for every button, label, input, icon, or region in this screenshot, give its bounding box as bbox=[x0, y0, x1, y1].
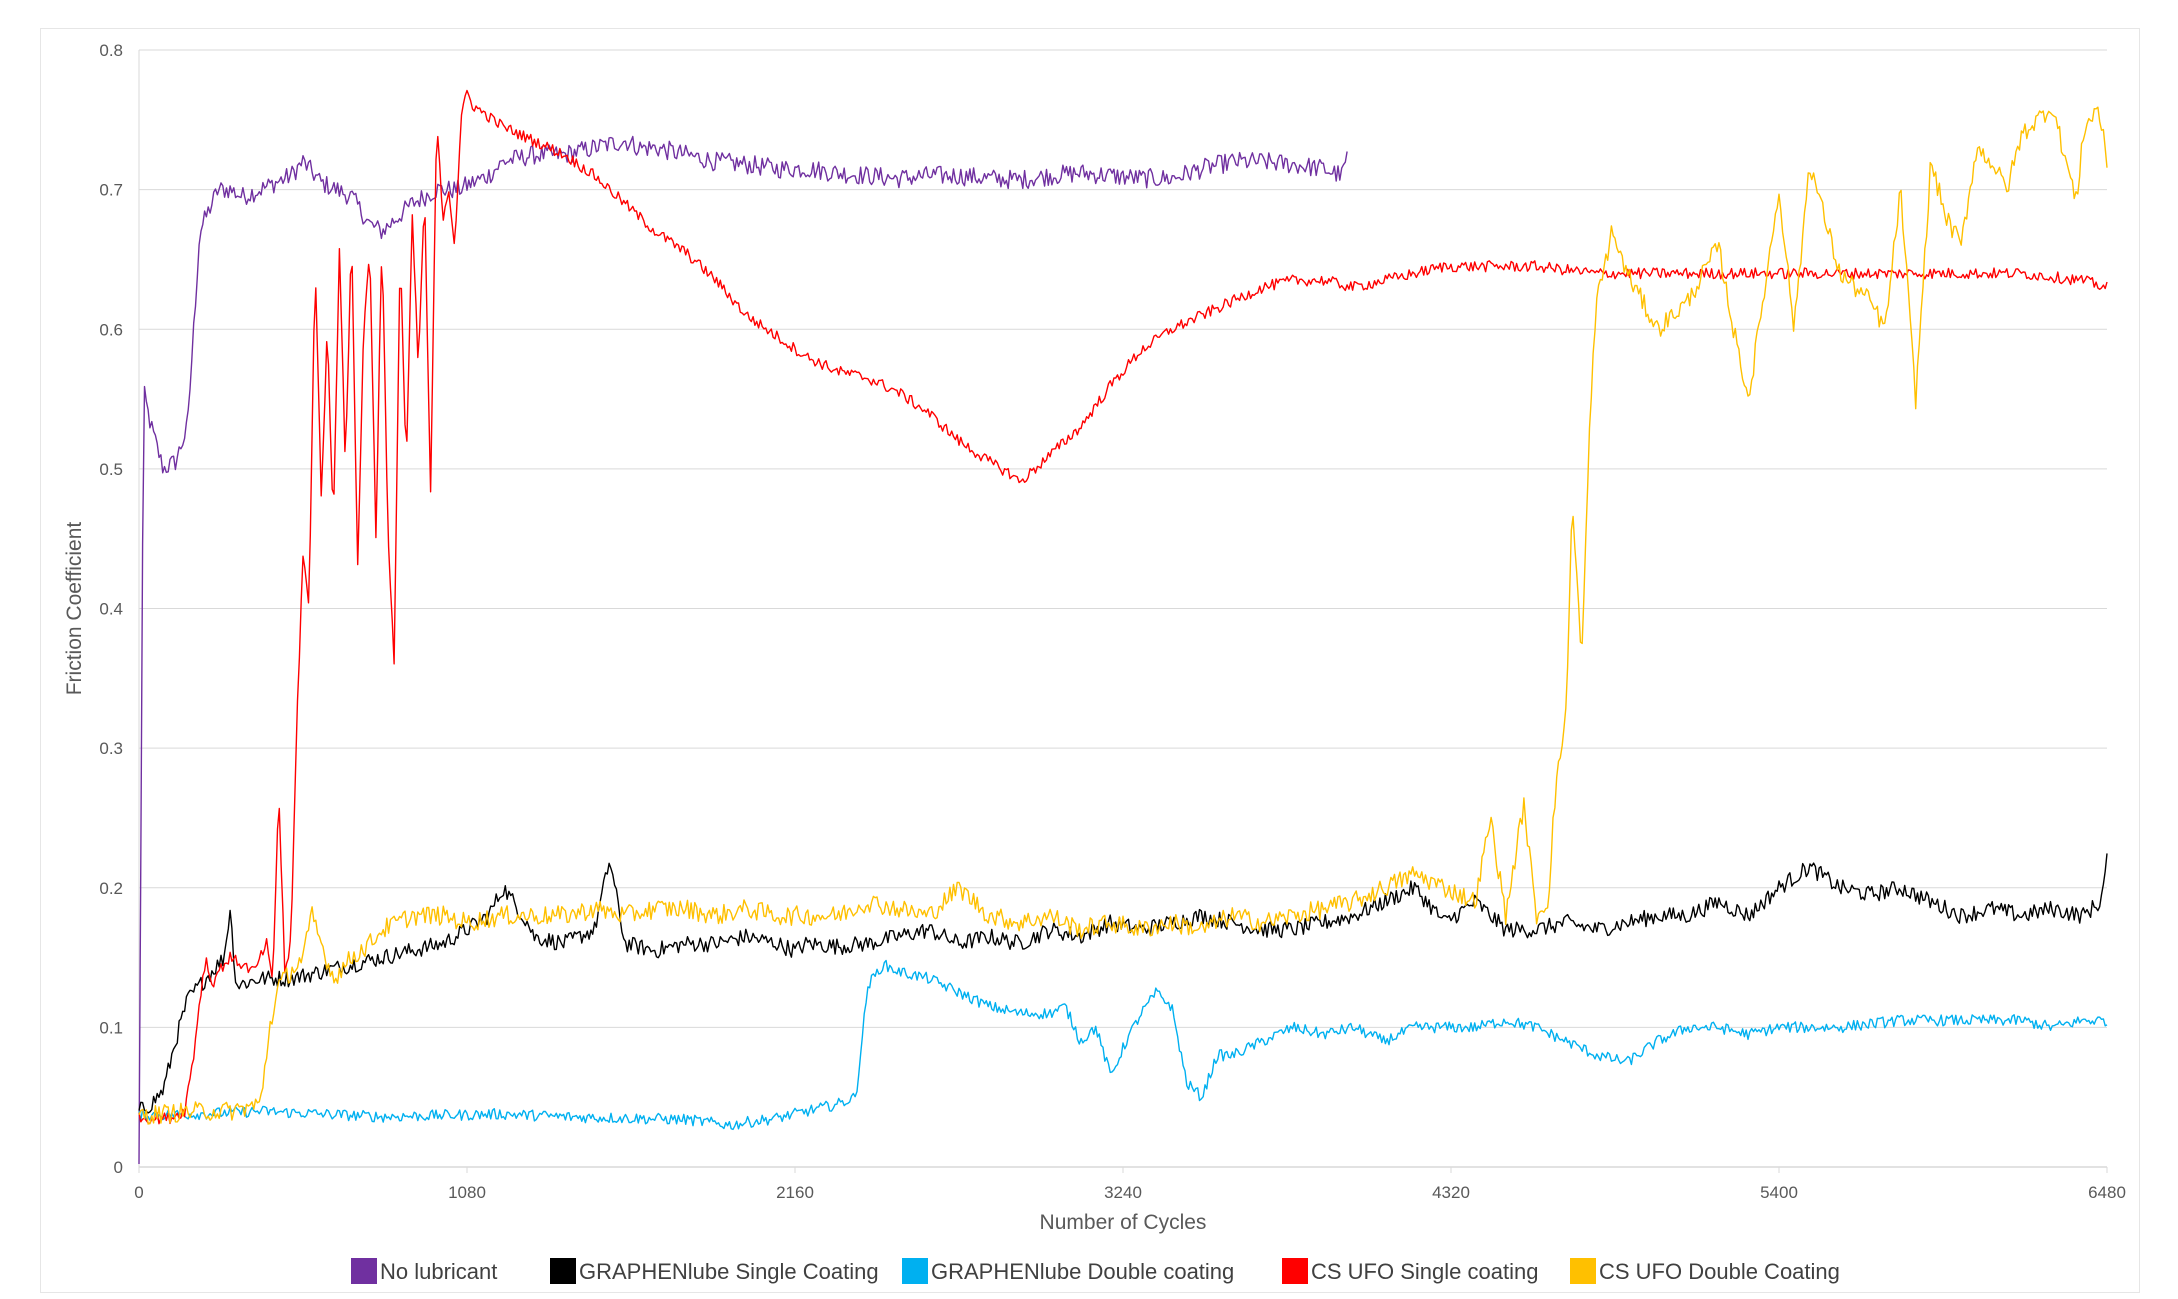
legend-swatch bbox=[902, 1258, 928, 1284]
y-tick-labels: 0 0.1 0.2 0.3 0.4 0.5 0.6 0.7 0.8 bbox=[99, 41, 123, 1177]
legend-label: GRAPHENlube Double coating bbox=[931, 1259, 1234, 1284]
series-line-graphenlube-double-coating bbox=[138, 959, 2108, 1131]
legend-swatch bbox=[1282, 1258, 1308, 1284]
series-line-cs-ufo-double-coating bbox=[138, 106, 2108, 1125]
legend-label: CS UFO Double Coating bbox=[1599, 1259, 1840, 1284]
x-tick-label: 4320 bbox=[1432, 1183, 1470, 1202]
y-axis-title: Friction Coefficient bbox=[63, 522, 86, 696]
legend-label: CS UFO Single coating bbox=[1311, 1259, 1538, 1284]
legend-item: GRAPHENlube Double coating bbox=[902, 1258, 1234, 1284]
x-tick-label: 2160 bbox=[776, 1183, 814, 1202]
y-tick-label: 0.3 bbox=[99, 739, 123, 758]
series-line-cs-ufo-single-coating bbox=[138, 89, 2108, 1125]
x-tick-label: 1080 bbox=[448, 1183, 486, 1202]
x-tick-label: 0 bbox=[134, 1183, 143, 1202]
series-line-no-lubricant bbox=[138, 135, 1348, 1165]
gridlines bbox=[139, 49, 2107, 1028]
x-tick-labels: 0 1080 2160 3240 4320 5400 6480 bbox=[134, 1167, 2126, 1202]
legend-swatch bbox=[550, 1258, 576, 1284]
legend: No lubricant GRAPHENlube Single Coating GR… bbox=[351, 1258, 1840, 1284]
chart-area bbox=[40, 28, 2140, 1293]
series-line-graphenlube-single-coating bbox=[138, 853, 2108, 1114]
legend-label: GRAPHENlube Single Coating bbox=[579, 1259, 879, 1284]
y-tick-label: 0.6 bbox=[99, 320, 123, 339]
legend-label: No lubricant bbox=[380, 1259, 497, 1284]
y-tick-label: 0.8 bbox=[99, 41, 123, 60]
y-tick-label: 0.4 bbox=[99, 600, 123, 619]
legend-item: No lubricant bbox=[351, 1258, 497, 1284]
legend-swatch bbox=[351, 1258, 377, 1284]
x-tick-label: 6480 bbox=[2088, 1183, 2126, 1202]
legend-swatch bbox=[1570, 1258, 1596, 1284]
x-axis-title: Number of Cycles bbox=[1040, 1211, 1207, 1234]
x-tick-label: 3240 bbox=[1104, 1183, 1142, 1202]
legend-item: CS UFO Double Coating bbox=[1570, 1258, 1840, 1284]
y-tick-label: 0.5 bbox=[99, 460, 123, 479]
legend-item: GRAPHENlube Single Coating bbox=[550, 1258, 879, 1284]
y-tick-label: 0.1 bbox=[99, 1018, 123, 1037]
y-tick-label: 0.2 bbox=[99, 879, 123, 898]
legend-item: CS UFO Single coating bbox=[1282, 1258, 1538, 1284]
x-tick-label: 5400 bbox=[1760, 1183, 1798, 1202]
y-tick-label: 0.7 bbox=[99, 181, 123, 200]
y-tick-label: 0 bbox=[114, 1158, 123, 1177]
series-lines bbox=[138, 89, 2108, 1165]
